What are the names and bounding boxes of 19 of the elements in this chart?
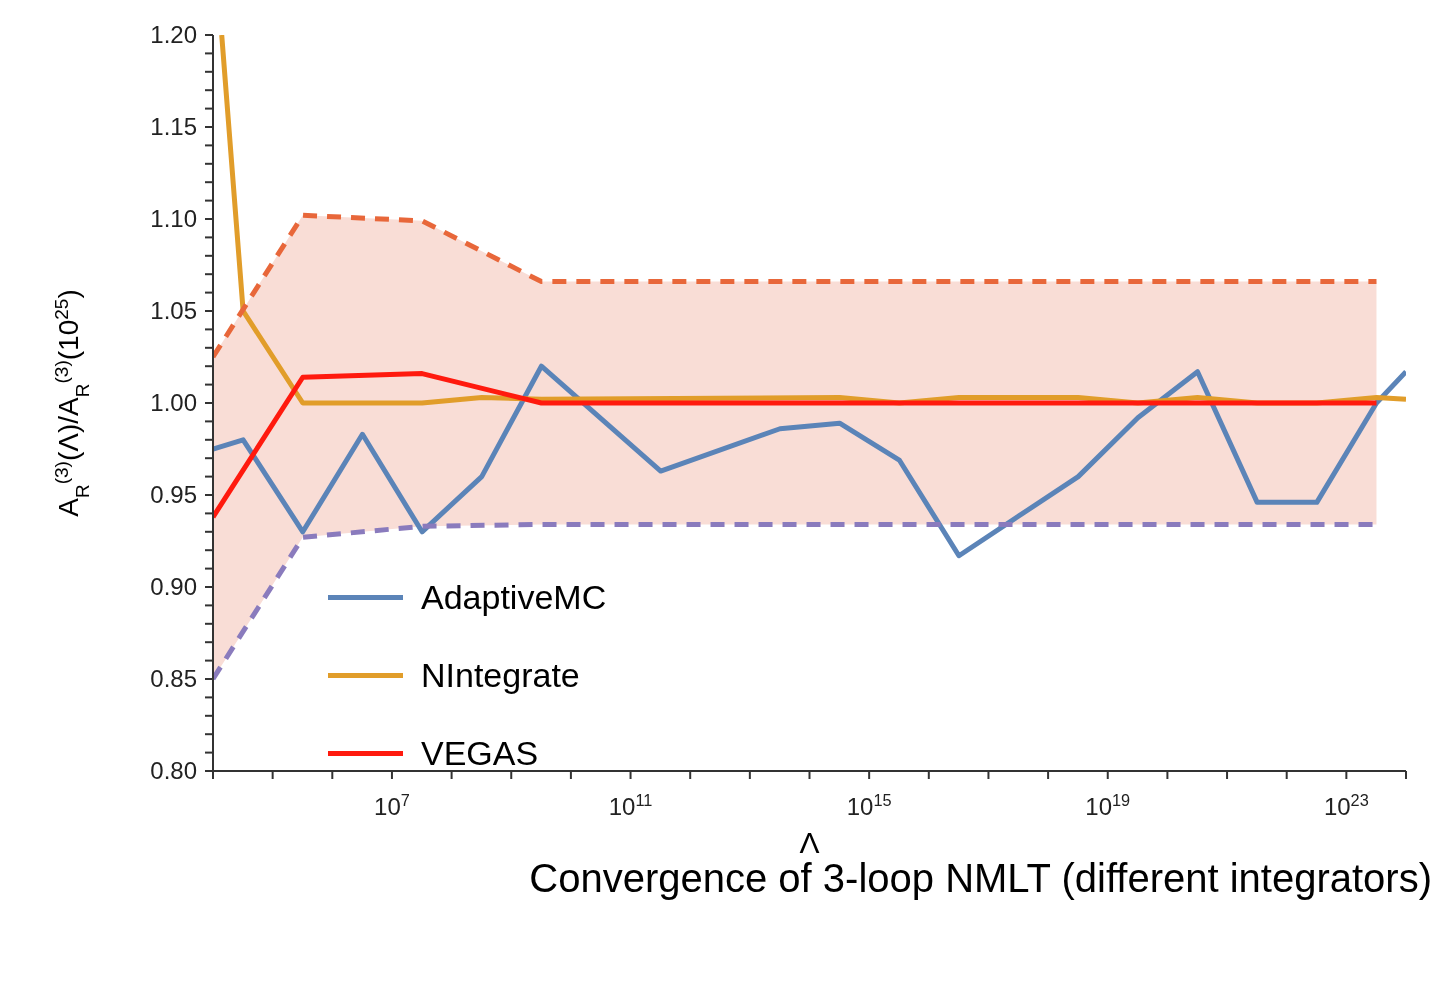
x-axis-title: Λ bbox=[799, 826, 820, 859]
text: Convergence of 3-loop NMLT (different integrators) bbox=[528, 856, 1433, 901]
x-tick-label: 10$^{23}$ bbox=[1323, 791, 1369, 820]
x-tick-label: 10$^{11}$ bbox=[608, 791, 653, 820]
y-tick-label: 0.80 bbox=[150, 757, 197, 784]
y-tick-label: 0.95 bbox=[150, 481, 197, 508]
x-tick-label: 10$^{7}$ bbox=[374, 791, 410, 820]
y-tick-label: 0.85 bbox=[150, 665, 197, 692]
y-tick-label: 1.15 bbox=[150, 113, 197, 140]
x-tick-label: 10$^{19}$ bbox=[1085, 791, 1131, 820]
y-tick-label: 1.05 bbox=[150, 297, 197, 324]
y-tick-label: 1.20 bbox=[150, 21, 197, 48]
y-tick-label: 0.90 bbox=[150, 573, 197, 600]
y-tick-label: 1.10 bbox=[150, 205, 197, 232]
legend-label: NIntegrate bbox=[421, 655, 580, 695]
x-tick-label: 10$^{15}$ bbox=[846, 791, 892, 820]
legend-label: AdaptiveMC bbox=[421, 577, 607, 617]
y-tick-label: 1.00 bbox=[150, 389, 197, 416]
legend-label: VEGAS bbox=[421, 733, 539, 773]
